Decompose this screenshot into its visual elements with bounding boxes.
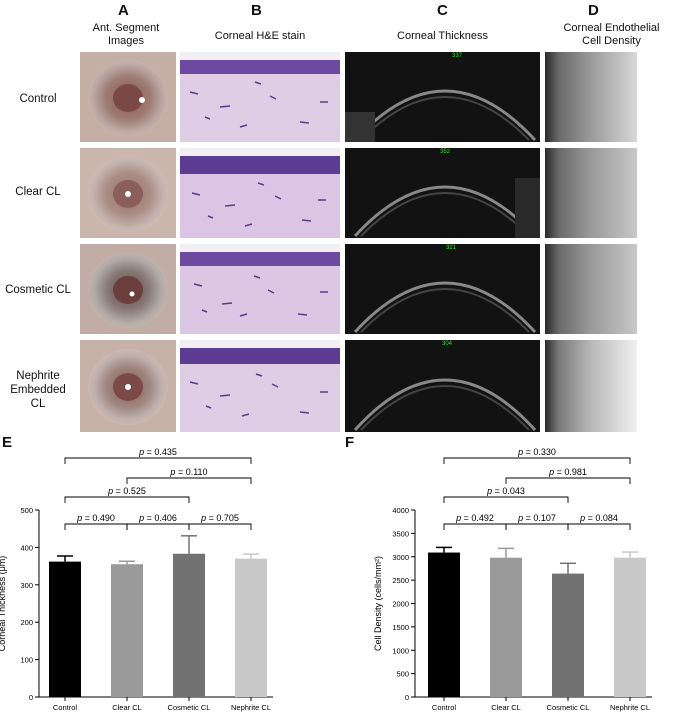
oct-image-nephrite-cl [345,340,540,432]
chart-f-y-tick-label: 1500 [392,623,409,632]
chart-e-bar-nephrite-cl [235,558,267,697]
chart-f-y-tick-label: 1000 [392,646,409,655]
endothelial-image-clear-cl [545,148,637,238]
chart-f-x-tick-label: Control [432,703,457,712]
chart-e-x-tick-label: Control [53,703,78,712]
chart-f-p-value-label: p = 0.492 [455,513,494,523]
panel-letter-c: C [437,2,448,19]
chart-f-y-tick-label: 2000 [392,600,409,609]
oct-readout-cosmetic-cl: 321 [446,245,457,251]
he-stain-control [180,52,340,142]
chart-f-bracket [443,457,631,464]
chart-f-bar-clear-cl [490,557,522,697]
chart-f-bracket [567,523,631,530]
row-label-control: Control [19,93,57,105]
row-label-clear-cl: Clear CL [15,186,61,198]
chart-f-x-tick-label: Clear CL [491,703,521,712]
eye-image-nephrite-cl [80,340,176,432]
chart-f-bracket [443,523,507,530]
chart-e-y-axis-label: Corneal Thickness (μm) [0,556,7,652]
cell-density-chart: 0 500 1000 1500 2000 2500 3000 3500 4000 Cell Den… [373,447,652,712]
panel-letter-e: E [2,434,13,451]
chart-e-y-tick-label: 200 [20,618,33,627]
eye-image-cosmetic-cl [80,244,176,334]
oct-readout-clear-cl: 352 [440,149,451,155]
panel-letter-d: D [588,2,599,19]
oct-image-control [345,52,540,142]
chart-f-bracket [505,523,569,530]
chart-e-p-value-label: p = 0.705 [200,513,239,523]
chart-f-y-tick-label: 3000 [392,553,409,562]
endothelial-image-control [545,52,637,142]
oct-readout-control: 337 [452,53,463,59]
chart-e-bar-control [49,561,81,697]
chart-e-y-tick-label: 100 [20,656,33,665]
row-label-nephrite-cl: Nephrite Embedded CL [10,370,66,410]
chart-e-y-tick-label: 400 [20,543,33,552]
chart-f-x-tick-label: Cosmetic CL [547,703,590,712]
chart-f-p-value-label: p = 0.981 [548,467,587,477]
chart-e-bar-cosmetic-cl [173,553,205,697]
chart-e-y-tick-label: 0 [29,693,33,702]
chart-e-y-tick-label: 500 [20,506,33,515]
panel-letter-f: F [345,434,355,451]
column-title-ant-segment: Ant. Segment Images [92,22,160,47]
column-title-corneal-thickness: Corneal Thickness [397,30,488,42]
chart-e-y-tick-label: 300 [20,581,33,590]
chart-e-bracket [188,523,252,530]
chart-f-p-value-label: p = 0.084 [579,513,618,523]
chart-e-p-value-label: p = 0.110 [169,467,207,477]
he-stain-clear-cl [180,148,340,238]
chart-e-bracket [126,523,190,530]
chart-e-p-value-label: p = 0.435 [138,447,177,457]
chart-e-x-tick-label: Nephrite CL [231,703,271,712]
chart-f-p-value-label: p = 0.043 [486,486,525,496]
oct-image-cosmetic-cl [345,244,540,334]
chart-e-bracket [64,457,252,464]
chart-f-y-tick-label: 2500 [392,576,409,585]
chart-f-x-tick-label: Nephrite CL [610,703,650,712]
chart-e-x-tick-label: Clear CL [112,703,142,712]
chart-f-p-value-label: p = 0.330 [517,447,556,457]
chart-e-x-tick-label: Cosmetic CL [168,703,211,712]
panel-letter-a: A [118,2,129,19]
chart-f-y-tick-label: 500 [396,670,409,679]
chart-e-bracket [126,477,252,484]
chart-e-bar-clear-cl [111,564,143,697]
chart-f-p-value-label: p = 0.107 [517,513,556,523]
chart-f-bracket [443,496,569,503]
eye-image-control [80,52,176,142]
chart-f-y-tick-label: 0 [405,693,409,702]
column-title-endothelial-density: Corneal Endothelial Cell Density [563,22,660,47]
chart-f-bar-cosmetic-cl [552,573,584,697]
panel-letter-b: B [251,2,262,19]
oct-readout-nephrite-cl: 304 [442,341,453,347]
chart-f-y-tick-label: 3500 [392,529,409,538]
chart-f-y-tick-label: 4000 [392,506,409,515]
chart-f-bar-control [428,552,460,697]
eye-image-clear-cl [80,148,176,238]
chart-e-bracket [64,523,128,530]
chart-f-y-axis-label: Cell Density (cells/mm²) [373,556,383,651]
column-title-he-stain: Corneal H&E stain [214,30,306,42]
he-stain-nephrite-cl [180,340,340,432]
chart-f-bracket [505,477,631,484]
chart-e-bracket [64,496,190,503]
chart-e-p-value-label: p = 0.406 [138,513,177,523]
row-label-cosmetic-cl: Cosmetic CL [5,284,71,296]
corneal-thickness-chart: 0 100 200 300 400 500 Corneal Thickness (μm) Co… [0,447,273,712]
endothelial-image-nephrite-cl [545,340,637,432]
chart-e-p-value-label: p = 0.525 [107,486,146,496]
endothelial-image-cosmetic-cl [545,244,637,334]
he-stain-cosmetic-cl [180,244,340,334]
oct-image-clear-cl [345,148,540,238]
chart-e-p-value-label: p = 0.490 [76,513,115,523]
chart-f-bar-nephrite-cl [614,557,646,697]
